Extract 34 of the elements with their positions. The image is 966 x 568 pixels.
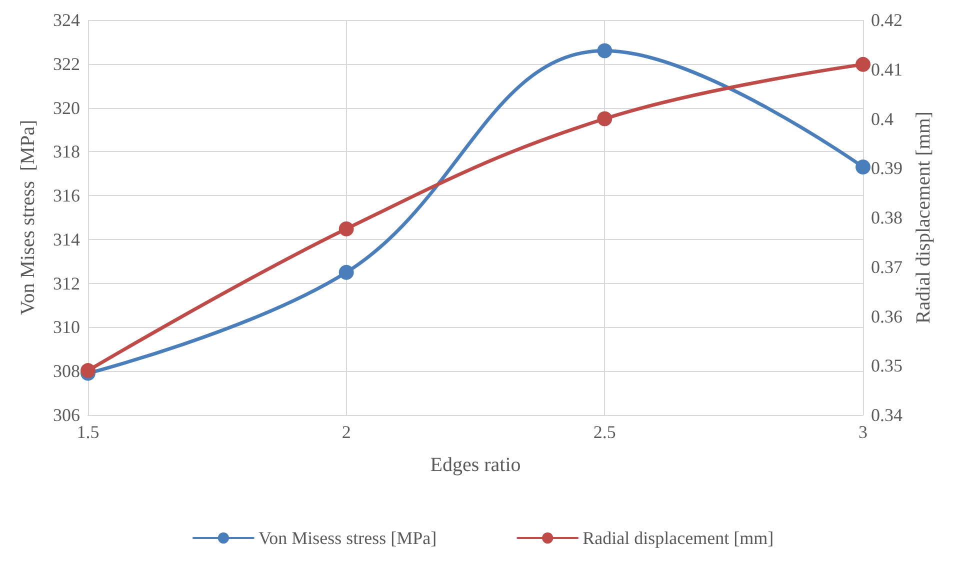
y2-tick-label: 0.34: [871, 405, 902, 425]
y2-tick-label: 0.36: [871, 306, 902, 326]
point: [856, 56, 870, 72]
y-tick-label: 310: [53, 317, 80, 338]
y-tick-label: 314: [53, 229, 80, 250]
y2-tick-label: 0.42: [871, 10, 902, 30]
y2-tick-label: 0.35: [871, 356, 902, 376]
y-tick-label: 320: [53, 98, 80, 118]
point: [597, 111, 612, 126]
point: [338, 264, 354, 280]
point: [597, 43, 612, 58]
legend-label: Von Misess stress [MPa]: [258, 528, 437, 548]
y-tick-label: 312: [53, 273, 80, 294]
x-tick-label: 2.5: [593, 422, 616, 442]
point: [338, 221, 354, 236]
y-tick-label: 318: [53, 142, 80, 162]
point: [856, 160, 870, 175]
y-tick-label: 316: [53, 186, 80, 206]
y-tick-label: 308: [53, 361, 80, 382]
y2-tick-label: 0.4: [871, 108, 894, 129]
x-tick-label: 2: [342, 422, 351, 442]
y2-tick-label: 0.39: [871, 158, 902, 178]
y-axis-title: Von Mises stress [MPa]: [17, 120, 39, 316]
y-tick-label: 306: [53, 405, 80, 425]
y2-tick-label: 0.41: [871, 59, 902, 80]
y-tick-label: 324: [53, 10, 80, 30]
x-axis-title: Edges ratio: [430, 454, 521, 476]
x-tick-label: 1.5: [76, 422, 100, 442]
y-tick-label: 322: [53, 54, 80, 74]
legend-label: Radial displacement [mm]: [582, 528, 774, 548]
x-tick-label: 3: [858, 422, 868, 442]
y2-axis-title: Radial displacement [mm]: [912, 111, 934, 324]
y2-tick-label: 0.37: [871, 256, 902, 277]
y2-tick-label: 0.38: [871, 208, 902, 228]
